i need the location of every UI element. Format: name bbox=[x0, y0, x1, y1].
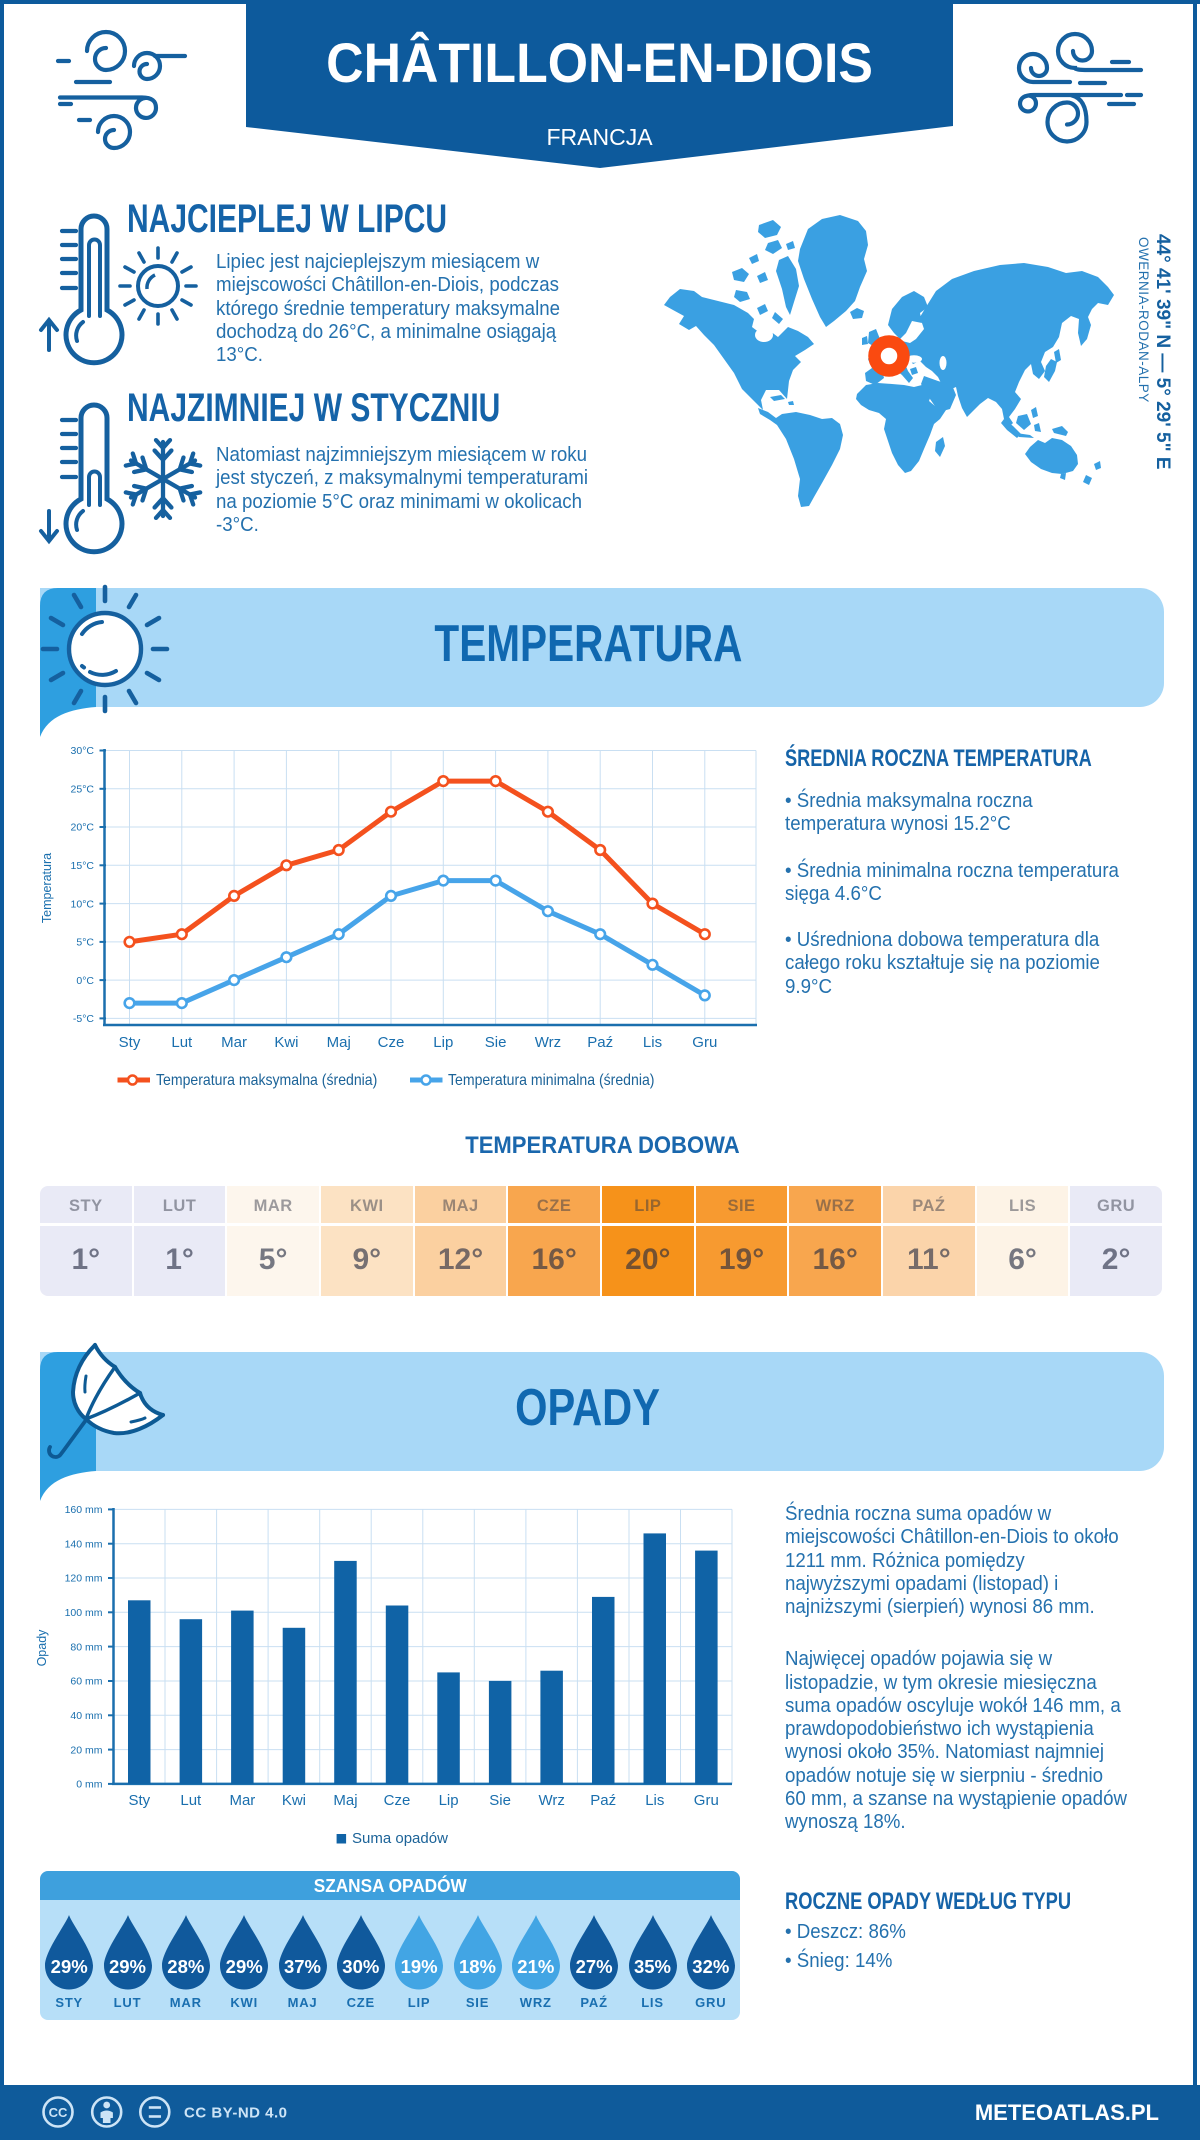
svg-text:Sie: Sie bbox=[485, 1034, 507, 1051]
svg-text:20 mm: 20 mm bbox=[70, 1744, 102, 1756]
svg-text:160 mm: 160 mm bbox=[65, 1504, 103, 1516]
svg-text:Lut: Lut bbox=[171, 1034, 193, 1051]
svg-text:Mar: Mar bbox=[221, 1034, 247, 1051]
svg-text:Cze: Cze bbox=[384, 1792, 411, 1809]
svg-text:Sty: Sty bbox=[119, 1034, 141, 1051]
svg-text:Gru: Gru bbox=[692, 1034, 717, 1051]
svg-text:Kwi: Kwi bbox=[274, 1034, 298, 1051]
svg-text:30°C: 30°C bbox=[71, 745, 95, 757]
svg-text:Lip: Lip bbox=[433, 1034, 453, 1051]
svg-text:CC BY-ND 4.0: CC BY-ND 4.0 bbox=[184, 2105, 288, 2122]
svg-text:Maj: Maj bbox=[327, 1034, 351, 1051]
svg-text:Paź: Paź bbox=[587, 1034, 613, 1051]
svg-text:Temperatura maksymalna (średni: Temperatura maksymalna (średnia) bbox=[156, 1071, 377, 1089]
svg-text:Lut: Lut bbox=[180, 1792, 202, 1809]
svg-text:5°C: 5°C bbox=[76, 937, 94, 949]
svg-text:Sie: Sie bbox=[489, 1792, 511, 1809]
svg-text:120 mm: 120 mm bbox=[65, 1573, 103, 1585]
svg-text:CC: CC bbox=[49, 2105, 68, 2120]
svg-text:Gru: Gru bbox=[694, 1792, 719, 1809]
svg-text:-5°C: -5°C bbox=[73, 1013, 95, 1025]
svg-text:Lis: Lis bbox=[645, 1792, 664, 1809]
svg-text:25°C: 25°C bbox=[71, 784, 95, 796]
svg-text:Cze: Cze bbox=[378, 1034, 405, 1051]
svg-text:140 mm: 140 mm bbox=[65, 1538, 103, 1550]
svg-text:Paź: Paź bbox=[590, 1792, 616, 1809]
svg-text:15°C: 15°C bbox=[71, 860, 95, 872]
svg-text:Wrz: Wrz bbox=[539, 1792, 565, 1809]
svg-text:100 mm: 100 mm bbox=[65, 1607, 103, 1619]
svg-text:Suma opadów: Suma opadów bbox=[352, 1830, 448, 1847]
svg-text:0 mm: 0 mm bbox=[76, 1779, 103, 1791]
svg-text:Lip: Lip bbox=[439, 1792, 459, 1809]
svg-text:Temperatura minimalna (średnia: Temperatura minimalna (średnia) bbox=[448, 1071, 654, 1089]
svg-text:Lis: Lis bbox=[643, 1034, 662, 1051]
svg-text:80 mm: 80 mm bbox=[70, 1641, 102, 1653]
svg-text:Sty: Sty bbox=[128, 1792, 150, 1809]
svg-text:Maj: Maj bbox=[333, 1792, 357, 1809]
svg-text:Opady: Opady bbox=[35, 1629, 49, 1667]
svg-text:Temperatura: Temperatura bbox=[40, 853, 54, 923]
svg-text:20°C: 20°C bbox=[71, 822, 95, 834]
svg-text:40 mm: 40 mm bbox=[70, 1710, 102, 1722]
svg-text:Kwi: Kwi bbox=[282, 1792, 306, 1809]
svg-text:Mar: Mar bbox=[229, 1792, 255, 1809]
svg-text:10°C: 10°C bbox=[71, 898, 95, 910]
svg-text:Wrz: Wrz bbox=[535, 1034, 561, 1051]
svg-text:60 mm: 60 mm bbox=[70, 1676, 102, 1688]
svg-text:0°C: 0°C bbox=[76, 975, 94, 987]
